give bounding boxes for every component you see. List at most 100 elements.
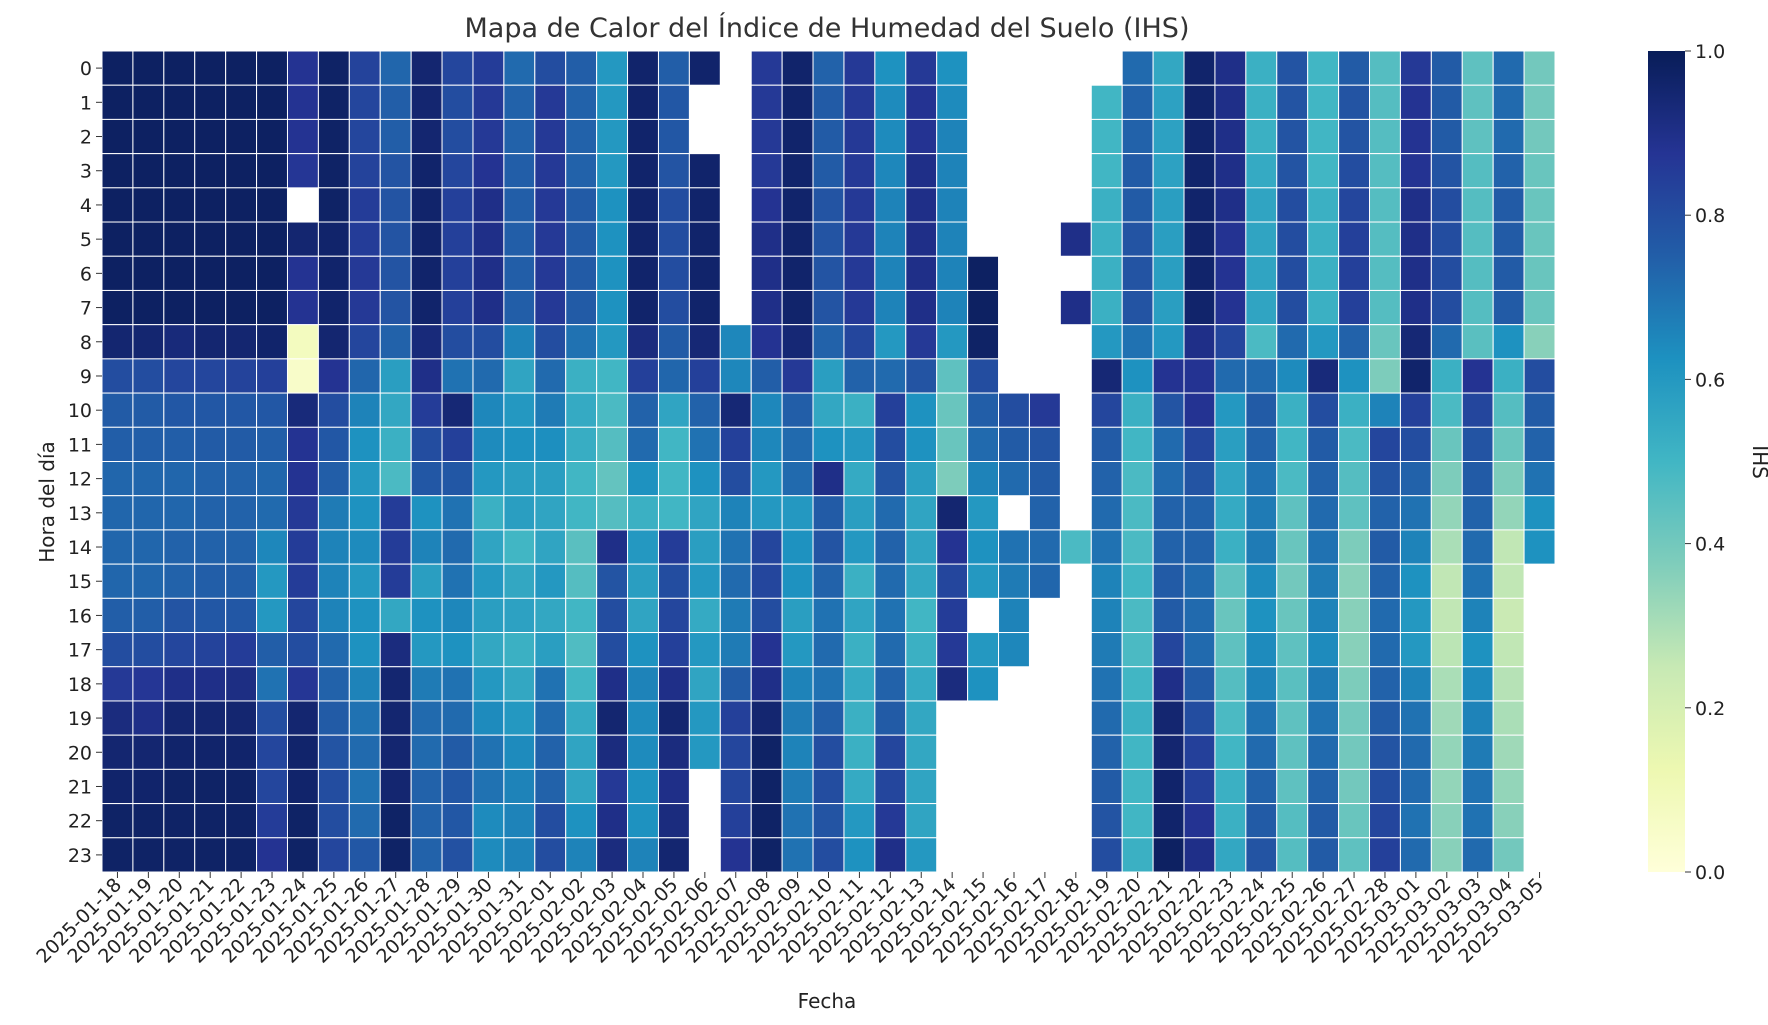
heatmap-cell <box>348 495 381 531</box>
y-tick-label: 9 <box>80 366 92 388</box>
heatmap-cell <box>688 529 721 565</box>
heatmap-cell <box>874 426 907 463</box>
heatmap-cell <box>1523 84 1556 120</box>
heatmap-cell <box>1369 50 1401 86</box>
heatmap-cell <box>286 734 319 770</box>
heatmap-cell <box>1245 187 1278 223</box>
heatmap-cell <box>1121 734 1154 770</box>
heatmap-cell <box>1338 734 1371 770</box>
heatmap-cell <box>317 803 350 839</box>
y-tick-label: 22 <box>68 811 92 833</box>
heatmap-cell <box>256 666 288 702</box>
y-tick-label: 13 <box>68 503 92 525</box>
heatmap-cell <box>1152 50 1185 86</box>
heatmap-cell <box>1276 803 1309 839</box>
heatmap-cell <box>441 495 474 531</box>
heatmap-cell <box>1214 803 1247 839</box>
heatmap-cell <box>1369 392 1401 428</box>
heatmap-cell <box>1245 221 1278 257</box>
colorbar-tick-label: 0.8 <box>1695 205 1725 227</box>
heatmap-cell <box>812 153 845 189</box>
heatmap-cell <box>132 700 165 736</box>
heatmap-cell <box>256 426 288 463</box>
heatmap-cell <box>379 529 412 565</box>
heatmap-cell <box>1090 221 1123 257</box>
heatmap-cell <box>317 461 350 497</box>
heatmap-cell <box>812 803 845 839</box>
heatmap-cell <box>1461 768 1494 805</box>
heatmap-cell <box>812 187 845 223</box>
heatmap-cell <box>1523 529 1556 565</box>
heatmap-cell <box>936 426 969 463</box>
heatmap-cell <box>163 597 196 634</box>
heatmap-cell <box>1276 50 1309 86</box>
heatmap-cell <box>967 563 1000 599</box>
heatmap-cell <box>132 84 165 120</box>
heatmap-cell <box>1307 358 1340 394</box>
heatmap-cell <box>781 84 814 120</box>
heatmap-cell <box>1338 84 1371 120</box>
heatmap-cell <box>1369 289 1401 326</box>
heatmap-cell <box>534 495 567 531</box>
heatmap-cell <box>163 666 196 702</box>
heatmap-cell <box>657 118 690 155</box>
heatmap-cell <box>1523 255 1556 291</box>
heatmap-cell <box>874 529 907 565</box>
heatmap-cell <box>843 426 876 463</box>
heatmap-cell <box>472 529 505 565</box>
heatmap-cell <box>657 392 690 428</box>
heatmap-cell <box>905 768 938 805</box>
heatmap-cell <box>1121 84 1154 120</box>
heatmap-cell <box>1399 426 1432 463</box>
heatmap-cell <box>812 666 845 702</box>
heatmap-cell <box>348 461 381 497</box>
heatmap-cell <box>1121 255 1154 291</box>
colorbar-label: IHS <box>1748 445 1768 479</box>
heatmap-cell <box>317 392 350 428</box>
heatmap-cell <box>225 289 258 326</box>
heatmap-cell <box>688 358 721 394</box>
heatmap-cell <box>1307 837 1340 873</box>
heatmap-cell <box>1492 84 1525 120</box>
heatmap-cell <box>1399 358 1432 394</box>
heatmap-cell <box>565 666 598 702</box>
heatmap-cell <box>534 734 567 770</box>
heatmap-cell <box>194 529 227 565</box>
heatmap-cell <box>1399 84 1432 120</box>
heatmap-cell <box>132 358 165 394</box>
heatmap-cell <box>967 461 1000 497</box>
heatmap-cell <box>843 187 876 223</box>
heatmap-cell <box>225 84 258 120</box>
heatmap-cell <box>565 563 598 599</box>
heatmap-cell <box>596 563 629 599</box>
heatmap-cell <box>256 734 288 770</box>
heatmap-cell <box>379 426 412 463</box>
heatmap-cell <box>1430 495 1463 531</box>
heatmap-cell <box>379 632 412 668</box>
y-tick-label: 11 <box>68 434 92 456</box>
heatmap-cell <box>441 734 474 770</box>
heatmap-cell <box>1152 84 1185 120</box>
heatmap-cell <box>348 358 381 394</box>
heatmap-cell <box>317 153 350 189</box>
heatmap-cell <box>750 632 783 668</box>
heatmap-cell <box>1492 495 1525 531</box>
heatmap-cell <box>1492 461 1525 497</box>
heatmap-cell <box>1399 50 1432 86</box>
heatmap-cell <box>1430 666 1463 702</box>
heatmap-cell <box>1307 324 1340 360</box>
heatmap-cell <box>812 221 845 257</box>
heatmap-cell <box>534 187 567 223</box>
heatmap-cell <box>688 255 721 291</box>
heatmap-cell <box>596 324 629 360</box>
heatmap-cell <box>1214 392 1247 428</box>
heatmap-cell <box>565 289 598 326</box>
heatmap-cell <box>719 495 752 531</box>
heatmap-cell <box>1214 734 1247 770</box>
y-tick-label: 23 <box>68 845 92 867</box>
heatmap-cell <box>1183 597 1216 634</box>
heatmap-cell <box>565 153 598 189</box>
heatmap-cell <box>1152 461 1185 497</box>
heatmap-cell <box>317 632 350 668</box>
heatmap-cell <box>1152 426 1185 463</box>
